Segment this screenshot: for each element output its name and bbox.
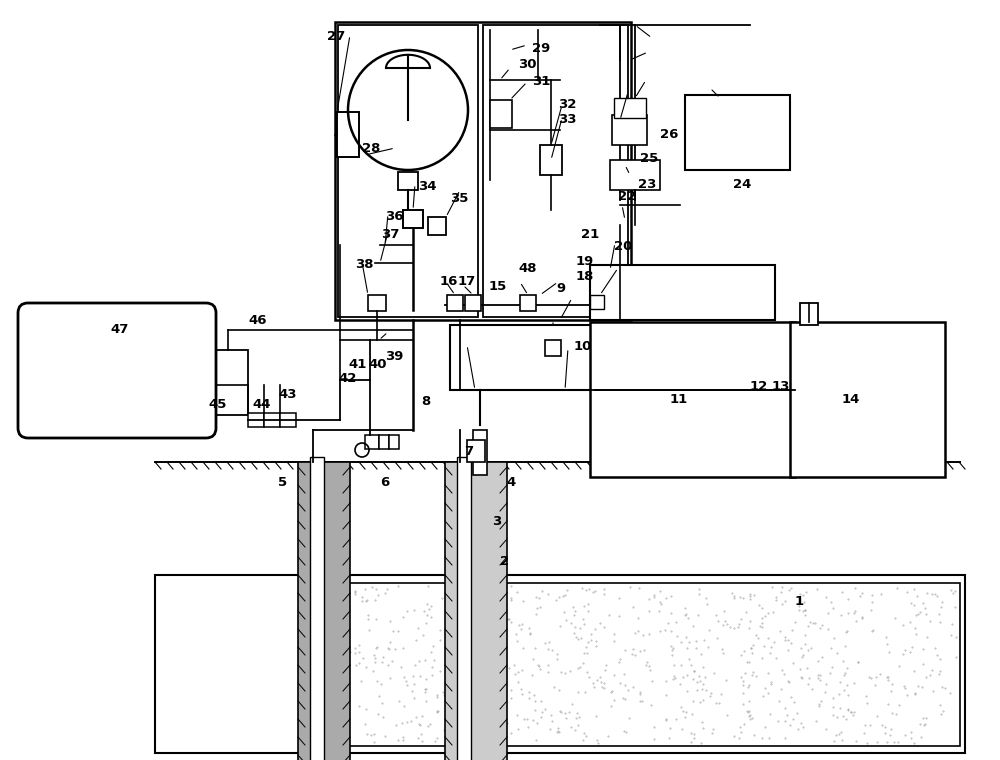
Text: 7: 7 (464, 445, 473, 458)
Text: 45: 45 (208, 398, 226, 411)
Bar (473, 430, 487, 475)
Text: 38: 38 (355, 258, 374, 271)
Text: 17: 17 (458, 275, 476, 288)
Bar (335, 22, 631, 320)
Bar (248, 413, 264, 427)
Text: 32: 32 (558, 98, 576, 111)
Bar (365, 435, 379, 449)
Bar (338, 25, 478, 317)
Text: 35: 35 (450, 192, 468, 205)
Bar (310, 457, 324, 760)
Text: 9: 9 (556, 282, 565, 295)
Text: 1: 1 (795, 595, 804, 608)
Bar (490, 100, 512, 128)
Bar (520, 295, 536, 311)
Text: 30: 30 (518, 58, 536, 71)
Text: 5: 5 (278, 476, 287, 489)
Text: 8: 8 (421, 395, 430, 408)
Text: 47: 47 (110, 323, 128, 336)
Bar (590, 322, 795, 477)
Text: 33: 33 (558, 113, 576, 126)
Text: 11: 11 (670, 393, 688, 406)
Bar (545, 340, 561, 356)
Text: 39: 39 (385, 350, 403, 363)
Bar (790, 322, 945, 477)
Text: 12: 12 (750, 380, 768, 393)
Text: 25: 25 (640, 152, 658, 165)
Text: 26: 26 (660, 128, 678, 141)
Text: 44: 44 (252, 398, 270, 411)
Bar (320, 583, 960, 746)
Text: 42: 42 (338, 372, 356, 385)
Text: 43: 43 (278, 388, 296, 401)
Bar (445, 462, 507, 760)
Bar (155, 575, 965, 753)
Bar (467, 440, 485, 462)
Bar (337, 112, 359, 157)
Text: 13: 13 (772, 380, 790, 393)
Text: 48: 48 (518, 262, 536, 275)
Bar (612, 115, 647, 145)
Bar (447, 295, 463, 311)
Bar (379, 435, 389, 449)
Text: 27: 27 (327, 30, 345, 43)
Text: 41: 41 (348, 358, 366, 371)
Bar (208, 350, 248, 415)
Text: 20: 20 (614, 240, 632, 253)
Bar (398, 172, 418, 190)
Text: 22: 22 (618, 190, 636, 203)
Text: 28: 28 (362, 142, 380, 155)
Text: 15: 15 (489, 280, 507, 293)
Bar (465, 295, 481, 311)
Bar (428, 217, 446, 235)
Text: 10: 10 (574, 340, 592, 353)
Bar (450, 325, 595, 390)
Text: 6: 6 (380, 476, 389, 489)
Text: 14: 14 (842, 393, 860, 406)
Bar (403, 210, 423, 228)
Bar (368, 295, 386, 311)
Text: 24: 24 (733, 178, 751, 191)
Bar (483, 25, 628, 317)
Text: 36: 36 (385, 210, 404, 223)
Text: 40: 40 (368, 358, 386, 371)
Bar (614, 98, 646, 118)
Text: 4: 4 (506, 476, 515, 489)
Bar (280, 413, 296, 427)
Bar (590, 295, 604, 309)
Text: 2: 2 (500, 555, 509, 568)
Bar (389, 435, 399, 449)
Bar (610, 160, 660, 190)
Text: 21: 21 (581, 228, 599, 241)
Bar (540, 145, 562, 175)
Bar (457, 457, 471, 760)
Text: 16: 16 (440, 275, 458, 288)
Text: 29: 29 (532, 42, 550, 55)
Text: 34: 34 (418, 180, 436, 193)
Bar (264, 413, 280, 427)
Text: 19: 19 (576, 255, 594, 268)
Bar (590, 265, 775, 320)
Bar (800, 303, 818, 325)
Text: 18: 18 (576, 270, 594, 283)
Bar (298, 462, 350, 760)
Text: 3: 3 (492, 515, 501, 528)
Text: 31: 31 (532, 75, 550, 88)
FancyBboxPatch shape (18, 303, 216, 438)
Text: 46: 46 (248, 314, 266, 327)
Text: 37: 37 (381, 228, 399, 241)
Bar (685, 95, 790, 170)
Text: 23: 23 (638, 178, 656, 191)
